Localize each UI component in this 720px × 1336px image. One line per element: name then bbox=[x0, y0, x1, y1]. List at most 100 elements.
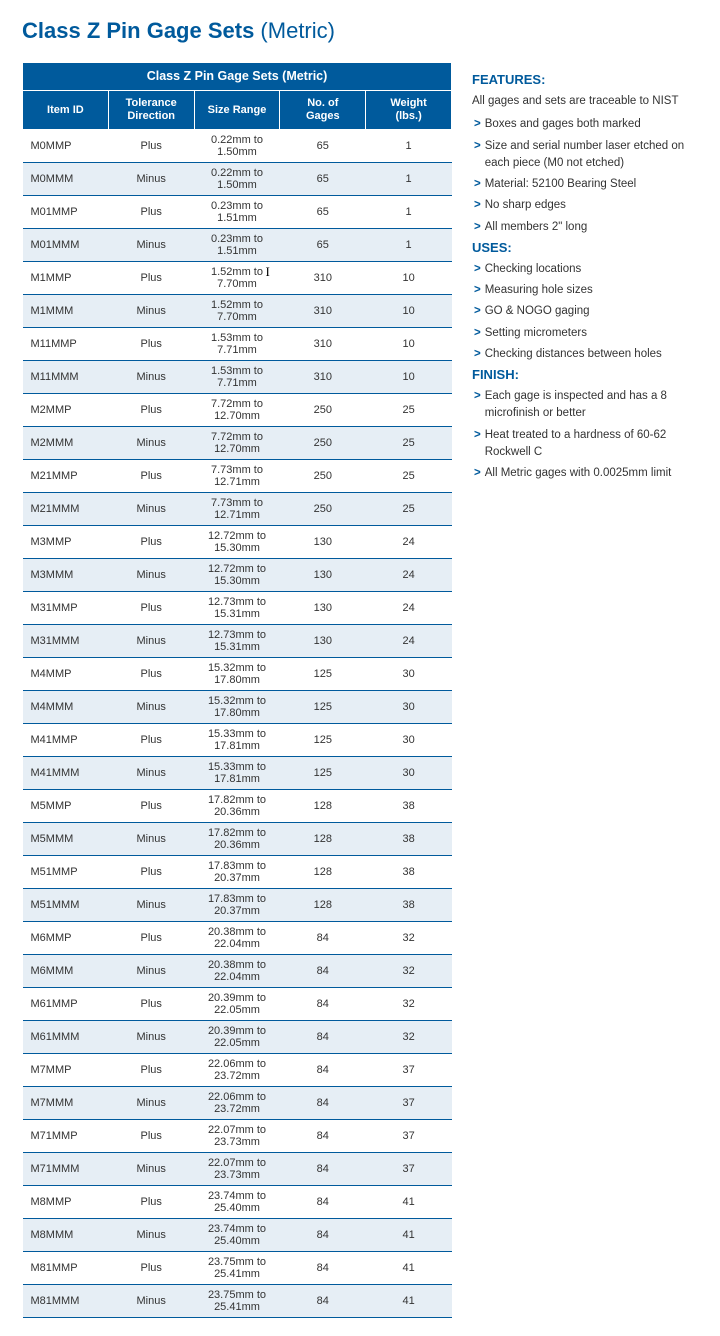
bullet-text: Each gage is inspected and has a 8 micro… bbox=[485, 388, 698, 423]
table-cell: 12.73mm to 15.31mm bbox=[194, 625, 280, 658]
table-cell: Minus bbox=[108, 361, 194, 394]
table-cell: M2MMM bbox=[23, 427, 109, 460]
bullet-text: Size and serial number laser etched on e… bbox=[485, 138, 698, 173]
table-cell: 23.75mm to 25.41mm bbox=[194, 1285, 280, 1318]
table-cell: Minus bbox=[108, 1153, 194, 1186]
table-cell: M31MMP bbox=[23, 592, 109, 625]
table-cell: 23.74mm to 25.40mm bbox=[194, 1186, 280, 1219]
table-cell: 22.07mm to 23.73mm bbox=[194, 1153, 280, 1186]
table-row: M11MMPPlus1.53mm to 7.71mm31010 bbox=[23, 328, 452, 361]
bullet-item: >Each gage is inspected and has a 8 micr… bbox=[472, 388, 698, 423]
table-cell: 7.72mm to 12.70mm bbox=[194, 427, 280, 460]
table-cell: M0MMM bbox=[23, 163, 109, 196]
bullet-item: >Material: 52100 Bearing Steel bbox=[472, 176, 698, 193]
column-header: Size Range bbox=[194, 91, 280, 130]
table-cell: M3MMP bbox=[23, 526, 109, 559]
table-title: Class Z Pin Gage Sets (Metric) bbox=[23, 63, 452, 91]
chevron-icon: > bbox=[474, 176, 481, 193]
table-cell: 22.06mm to 23.72mm bbox=[194, 1087, 280, 1120]
table-row: M41MMMMinus15.33mm to 17.81mm12530 bbox=[23, 757, 452, 790]
table-cell: 84 bbox=[280, 1153, 366, 1186]
table-row: M51MMPPlus17.83mm to 20.37mm12838 bbox=[23, 856, 452, 889]
chevron-icon: > bbox=[474, 197, 481, 214]
table-cell: M61MMP bbox=[23, 988, 109, 1021]
table-cell: Minus bbox=[108, 889, 194, 922]
bullet-item: >All members 2" long bbox=[472, 219, 698, 236]
table-cell: Plus bbox=[108, 790, 194, 823]
chevron-icon: > bbox=[474, 465, 481, 482]
table-cell: 128 bbox=[280, 823, 366, 856]
table-cell: Plus bbox=[108, 988, 194, 1021]
table-cell: 17.83mm to 20.37mm bbox=[194, 856, 280, 889]
info-panel: FEATURES:All gages and sets are traceabl… bbox=[472, 62, 698, 486]
chevron-icon: > bbox=[474, 282, 481, 299]
table-container: Class Z Pin Gage Sets (Metric) Item IDTo… bbox=[22, 62, 452, 1318]
table-row: M1MMMMinus1.52mm to 7.70mm31010 bbox=[23, 295, 452, 328]
table-cell: M5MMP bbox=[23, 790, 109, 823]
table-cell: 310 bbox=[280, 328, 366, 361]
section-intro: All gages and sets are traceable to NIST bbox=[472, 93, 698, 110]
table-row: M1MMPPlus1.52mm to 7.70mm31010 bbox=[23, 262, 452, 295]
table-cell: M8MMM bbox=[23, 1219, 109, 1252]
table-cell: Minus bbox=[108, 427, 194, 460]
table-cell: M61MMM bbox=[23, 1021, 109, 1054]
table-cell: M31MMM bbox=[23, 625, 109, 658]
table-row: M01MMMMinus0.23mm to 1.51mm651 bbox=[23, 229, 452, 262]
bullet-text: No sharp edges bbox=[485, 197, 566, 214]
table-row: M81MMPPlus23.75mm to 25.41mm8441 bbox=[23, 1252, 452, 1285]
table-cell: 15.32mm to 17.80mm bbox=[194, 691, 280, 724]
table-cell: 22.07mm to 23.73mm bbox=[194, 1120, 280, 1153]
table-cell: M0MMP bbox=[23, 130, 109, 163]
table-cell: M41MMP bbox=[23, 724, 109, 757]
table-row: M3MMPPlus12.72mm to 15.30mm13024 bbox=[23, 526, 452, 559]
table-cell: 20.39mm to 22.05mm bbox=[194, 988, 280, 1021]
table-cell: M8MMP bbox=[23, 1186, 109, 1219]
table-cell: M51MMP bbox=[23, 856, 109, 889]
table-cell: M3MMM bbox=[23, 559, 109, 592]
table-cell: M5MMM bbox=[23, 823, 109, 856]
chevron-icon: > bbox=[474, 116, 481, 133]
bullet-text: Checking distances between holes bbox=[485, 346, 662, 363]
table-cell: M1MMP bbox=[23, 262, 109, 295]
table-cell: Plus bbox=[108, 724, 194, 757]
table-cell: 128 bbox=[280, 790, 366, 823]
table-cell: 1 bbox=[366, 196, 452, 229]
table-header-row: Item IDToleranceDirectionSize RangeNo. o… bbox=[23, 91, 452, 130]
table-cell: 125 bbox=[280, 691, 366, 724]
table-cell: 37 bbox=[366, 1120, 452, 1153]
table-cell: 37 bbox=[366, 1153, 452, 1186]
table-cell: 125 bbox=[280, 757, 366, 790]
table-cell: 17.83mm to 20.37mm bbox=[194, 889, 280, 922]
bullet-item: >Boxes and gages both marked bbox=[472, 116, 698, 133]
table-cell: Plus bbox=[108, 262, 194, 295]
table-row: M01MMPPlus0.23mm to 1.51mm651 bbox=[23, 196, 452, 229]
chevron-icon: > bbox=[474, 219, 481, 236]
table-row: M51MMMMinus17.83mm to 20.37mm12838 bbox=[23, 889, 452, 922]
table-cell: Plus bbox=[108, 1252, 194, 1285]
table-cell: M21MMP bbox=[23, 460, 109, 493]
table-cell: M51MMM bbox=[23, 889, 109, 922]
table-cell: 0.22mm to 1.50mm bbox=[194, 163, 280, 196]
table-cell: 65 bbox=[280, 130, 366, 163]
table-row: M31MMPPlus12.73mm to 15.31mm13024 bbox=[23, 592, 452, 625]
table-cell: 130 bbox=[280, 625, 366, 658]
table-cell: Plus bbox=[108, 460, 194, 493]
table-cell: 84 bbox=[280, 1054, 366, 1087]
table-row: M8MMMMinus23.74mm to 25.40mm8441 bbox=[23, 1219, 452, 1252]
table-body: M0MMPPlus0.22mm to 1.50mm651M0MMMMinus0.… bbox=[23, 130, 452, 1318]
table-cell: Minus bbox=[108, 955, 194, 988]
table-row: M6MMMMinus20.38mm to 22.04mm8432 bbox=[23, 955, 452, 988]
table-cell: 130 bbox=[280, 559, 366, 592]
bullet-text: Checking locations bbox=[485, 261, 582, 278]
table-cell: 84 bbox=[280, 1120, 366, 1153]
table-cell: 84 bbox=[280, 1219, 366, 1252]
table-cell: 1.52mm to 7.70mm bbox=[194, 295, 280, 328]
table-cell: 32 bbox=[366, 922, 452, 955]
table-cell: Minus bbox=[108, 1285, 194, 1318]
bullet-item: >Checking locations bbox=[472, 261, 698, 278]
table-cell: Minus bbox=[108, 625, 194, 658]
table-row: M3MMMMinus12.72mm to 15.30mm13024 bbox=[23, 559, 452, 592]
table-cell: 250 bbox=[280, 493, 366, 526]
table-cell: Plus bbox=[108, 394, 194, 427]
table-cell: 10 bbox=[366, 295, 452, 328]
